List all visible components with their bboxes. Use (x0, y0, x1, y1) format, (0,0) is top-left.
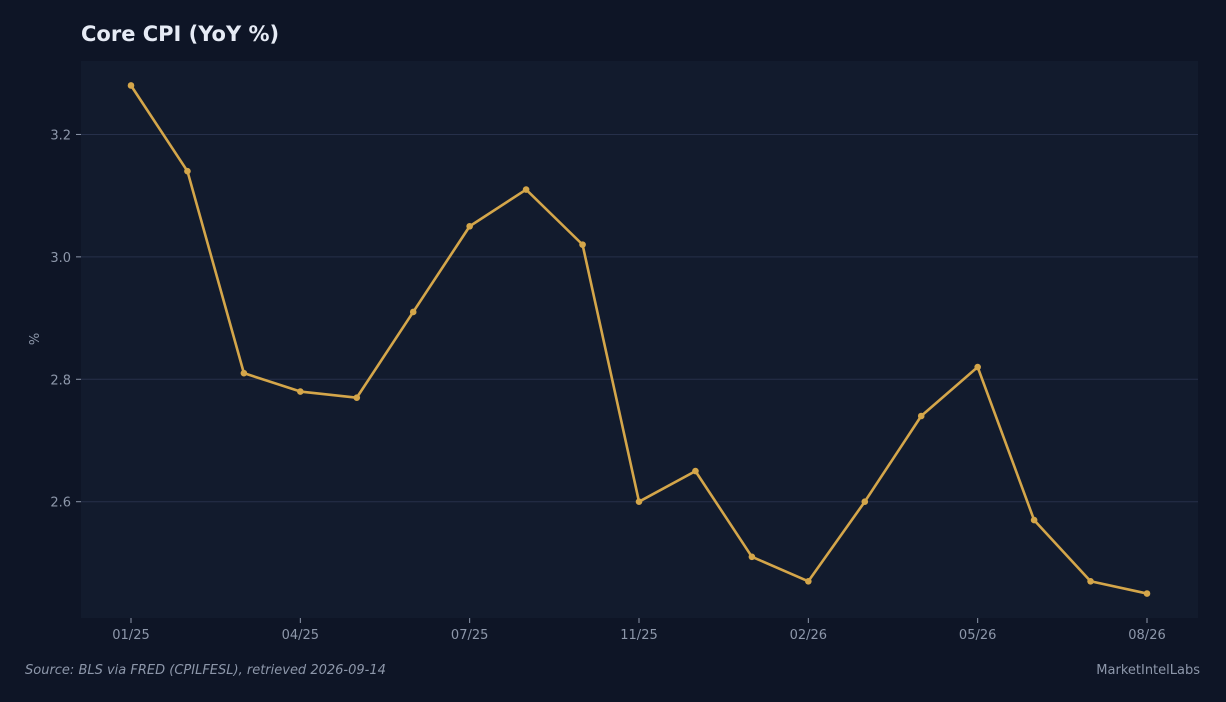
data-point (466, 222, 473, 230)
data-point (748, 553, 756, 561)
data-point (297, 388, 304, 395)
series-layer (127, 82, 1151, 597)
y-tick-layer: 2.6 2.8 3.0 3.2 (50, 128, 81, 511)
data-point (861, 498, 869, 506)
data-point (127, 82, 135, 89)
data-point (184, 167, 191, 175)
x-tick-label: 08/26 (1128, 628, 1165, 643)
x-tick-label: 11/25 (620, 628, 657, 643)
y-tick-label: 3.0 (50, 251, 71, 266)
data-point (917, 412, 925, 420)
y-tick-label: 2.8 (50, 373, 71, 388)
chart-title: Core CPI (YoY %) (81, 22, 279, 46)
x-tick-label: 05/26 (959, 628, 996, 643)
x-tick-label: 01/25 (112, 628, 149, 643)
data-point (805, 577, 812, 585)
y-tick-label: 2.6 (50, 496, 71, 511)
data-point (522, 186, 530, 193)
plot-area (81, 61, 1198, 618)
data-point (1143, 590, 1151, 597)
data-point (635, 498, 643, 506)
x-tick-label: 04/25 (282, 628, 319, 643)
data-point (409, 308, 417, 316)
data-point (1087, 577, 1094, 585)
x-tick-label: 02/26 (790, 628, 827, 643)
data-point (974, 363, 981, 371)
brand-label: MarketIntelLabs (1096, 663, 1200, 678)
source-note: Source: BLS via FRED (CPILFESL), retriev… (25, 663, 386, 678)
data-point (240, 369, 248, 377)
data-point (692, 467, 699, 475)
data-point (579, 241, 586, 248)
data-point (1030, 516, 1038, 524)
x-tick-label: 07/25 (451, 628, 488, 643)
data-point (353, 394, 361, 401)
y-tick-label: 3.2 (50, 128, 71, 143)
y-axis-label: % (28, 333, 43, 345)
x-tick-layer: 01/25 04/25 07/25 11/25 02/26 05/26 08/26 (112, 618, 1166, 643)
